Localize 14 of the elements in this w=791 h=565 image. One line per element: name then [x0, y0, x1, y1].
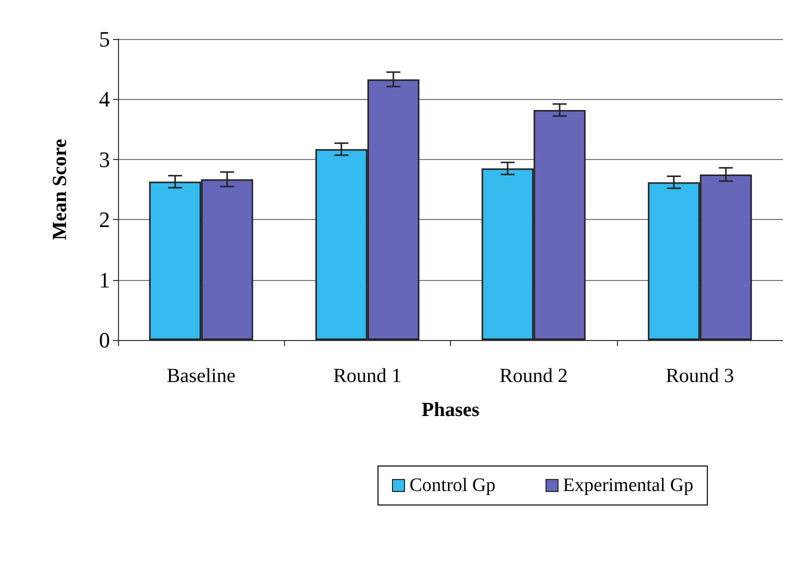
y-axis-title: Mean Score — [49, 138, 71, 240]
y-tick-label: 3 — [99, 146, 110, 172]
x-axis-title: Phases — [422, 399, 480, 421]
y-tick-label: 1 — [99, 267, 110, 292]
y-tick-label: 4 — [99, 86, 110, 112]
legend-label: Control Gp — [410, 475, 496, 496]
y-tick-label: 5 — [99, 26, 110, 52]
x-tick-label: Round 3 — [666, 365, 734, 387]
y-tick-label: 0 — [99, 328, 110, 352]
x-tick-label: Round 1 — [333, 365, 402, 387]
y-tick-label: 2 — [99, 207, 110, 232]
x-tick-label: Round 2 — [499, 365, 568, 387]
legend-label: Experimental Gp — [563, 475, 694, 496]
x-tick-label: Baseline — [166, 365, 236, 387]
